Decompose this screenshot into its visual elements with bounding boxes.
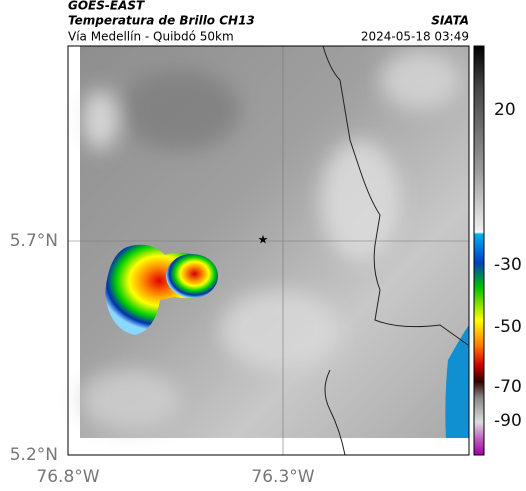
border: [322, 45, 469, 346]
map: ★: [67, 45, 470, 456]
colorbar-label: -70: [494, 377, 522, 397]
org: SIATA: [431, 14, 469, 28]
colorbar-label: -90: [494, 411, 522, 431]
border: [324, 369, 346, 456]
location-marker: ★: [258, 233, 269, 247]
cold-area: [445, 325, 469, 438]
lon-label: 76.3°W: [251, 467, 314, 487]
colorbar: 20 -30 -50 -70 -90: [473, 45, 522, 456]
colorbar-label: -50: [494, 317, 522, 337]
lon-label: 76.8°W: [36, 467, 99, 487]
colorbar-label: -30: [494, 255, 522, 275]
lat-label: 5.2°N: [10, 445, 58, 465]
source: GOES-EAST: [68, 0, 145, 13]
colorbar-label: 20: [494, 100, 516, 120]
route: Vía Medellín - Quibdó 50km: [68, 30, 234, 44]
product: Temperatura de Brillo CH13: [68, 14, 255, 28]
datetime: 2024-05-18 03:49: [361, 30, 469, 44]
lat-label: 5.7°N: [10, 231, 58, 251]
storm-cell: [166, 254, 218, 298]
